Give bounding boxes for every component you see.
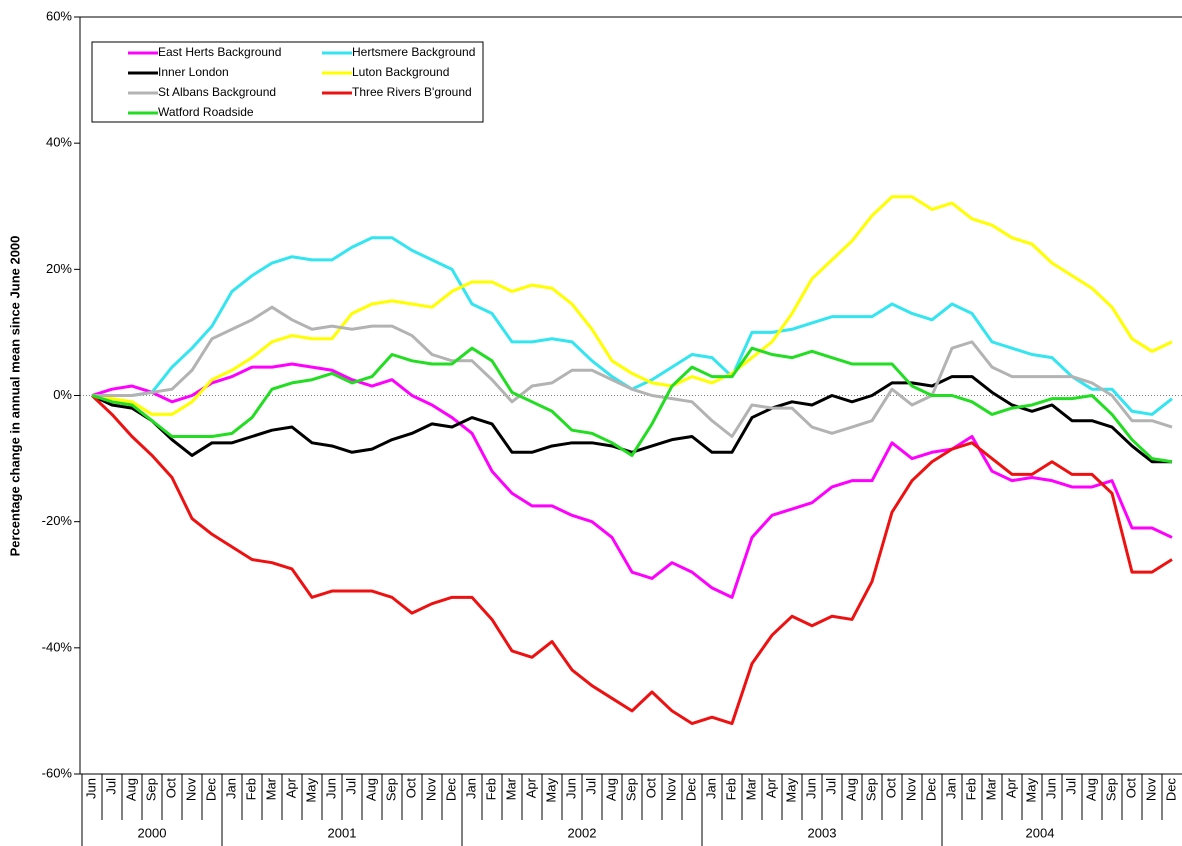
x-tick-label: May xyxy=(303,778,318,803)
x-group-label: 2004 xyxy=(1026,825,1055,840)
x-tick-label: Jan xyxy=(463,778,478,799)
x-tick-label: Dec xyxy=(923,778,938,802)
x-tick-label: Jan xyxy=(223,778,238,799)
y-tick-label: -20% xyxy=(42,513,73,528)
legend-box xyxy=(91,41,484,123)
x-tick-label: May xyxy=(543,778,558,803)
x-tick-label: Apr xyxy=(763,777,778,798)
x-tick-label: Sep xyxy=(383,778,398,801)
y-tick-label: 40% xyxy=(46,135,72,150)
series-line xyxy=(91,195,1173,416)
y-tick-label: 20% xyxy=(46,261,72,276)
x-tick-label: Sep xyxy=(623,778,638,801)
x-group-label: 2003 xyxy=(808,825,837,840)
x-tick-label: Nov xyxy=(1143,778,1158,802)
x-tick-label: Jul xyxy=(583,778,598,795)
x-tick-label: Nov xyxy=(423,778,438,802)
x-tick-label: Jan xyxy=(943,778,958,799)
x-tick-label: Mar xyxy=(983,777,998,800)
x-tick-label: Jul xyxy=(1063,778,1078,795)
x-tick-label: Dec xyxy=(443,778,458,802)
legend-label: Three Rivers B'ground xyxy=(352,85,472,99)
x-tick-label: May xyxy=(1023,778,1038,803)
y-tick-label: -40% xyxy=(42,639,73,654)
series-line xyxy=(91,362,1173,599)
x-tick-label: Nov xyxy=(903,778,918,802)
x-tick-label: Apr xyxy=(523,777,538,798)
x-tick-label: Sep xyxy=(143,778,158,801)
x-tick-label: Aug xyxy=(1083,778,1098,801)
x-tick-label: Feb xyxy=(963,778,978,800)
x-tick-label: Sep xyxy=(863,778,878,801)
series-line xyxy=(90,394,1173,726)
x-tick-label: Mar xyxy=(503,777,518,800)
x-tick-label: Sep xyxy=(1103,778,1118,801)
x-tick-label: Aug xyxy=(843,778,858,801)
legend-label: East Herts Background xyxy=(158,45,281,59)
x-tick-label: Aug xyxy=(603,778,618,801)
x-group-label: 2000 xyxy=(138,825,167,840)
y-tick-label: -60% xyxy=(42,765,73,780)
x-tick-label: Jul xyxy=(103,778,118,795)
x-tick-label: Feb xyxy=(243,778,258,800)
x-tick-label: Jun xyxy=(323,778,338,799)
x-group-label: 2001 xyxy=(328,825,357,840)
x-group-label: 2002 xyxy=(568,825,597,840)
x-tick-label: Jul xyxy=(823,778,838,795)
legend-label: Inner London xyxy=(158,65,229,79)
legend-label: Watford Roadside xyxy=(158,105,254,119)
x-tick-label: May xyxy=(783,778,798,803)
x-tick-label: Jun xyxy=(803,778,818,799)
x-tick-label: Mar xyxy=(743,777,758,800)
x-tick-label: Jul xyxy=(343,778,358,795)
y-tick-label: 60% xyxy=(46,8,72,23)
x-tick-label: Oct xyxy=(643,778,658,799)
x-tick-label: Apr xyxy=(283,777,298,798)
x-tick-label: Jun xyxy=(1043,778,1058,799)
series-line xyxy=(91,375,1172,464)
legend-label: St Albans Background xyxy=(158,85,276,99)
legend-label: Luton Background xyxy=(352,65,449,79)
x-tick-label: Nov xyxy=(183,778,198,802)
x-tick-label: Aug xyxy=(123,778,138,801)
x-tick-label: Dec xyxy=(203,778,218,802)
x-tick-label: Mar xyxy=(263,777,278,800)
x-tick-label: Oct xyxy=(1123,778,1138,799)
x-tick-label: Feb xyxy=(723,778,738,800)
y-tick-label: 0% xyxy=(53,387,72,402)
legend-label: Hertsmere Background xyxy=(352,45,475,59)
x-tick-label: Oct xyxy=(163,778,178,799)
series-line xyxy=(91,346,1173,464)
x-tick-label: Dec xyxy=(1163,778,1178,802)
x-tick-label: Jun xyxy=(563,778,578,799)
x-tick-label: Apr xyxy=(1003,777,1018,798)
x-tick-label: Jan xyxy=(703,778,718,799)
y-axis-label: Percentage change in annual mean since J… xyxy=(7,236,22,557)
x-tick-label: Aug xyxy=(363,778,378,801)
x-tick-label: Dec xyxy=(683,778,698,802)
x-tick-label: Nov xyxy=(663,778,678,802)
series-line xyxy=(92,305,1173,439)
x-tick-label: Oct xyxy=(403,778,418,799)
x-tick-label: Oct xyxy=(883,778,898,799)
x-tick-label: Feb xyxy=(483,778,498,800)
x-tick-label: Jun xyxy=(83,778,98,799)
